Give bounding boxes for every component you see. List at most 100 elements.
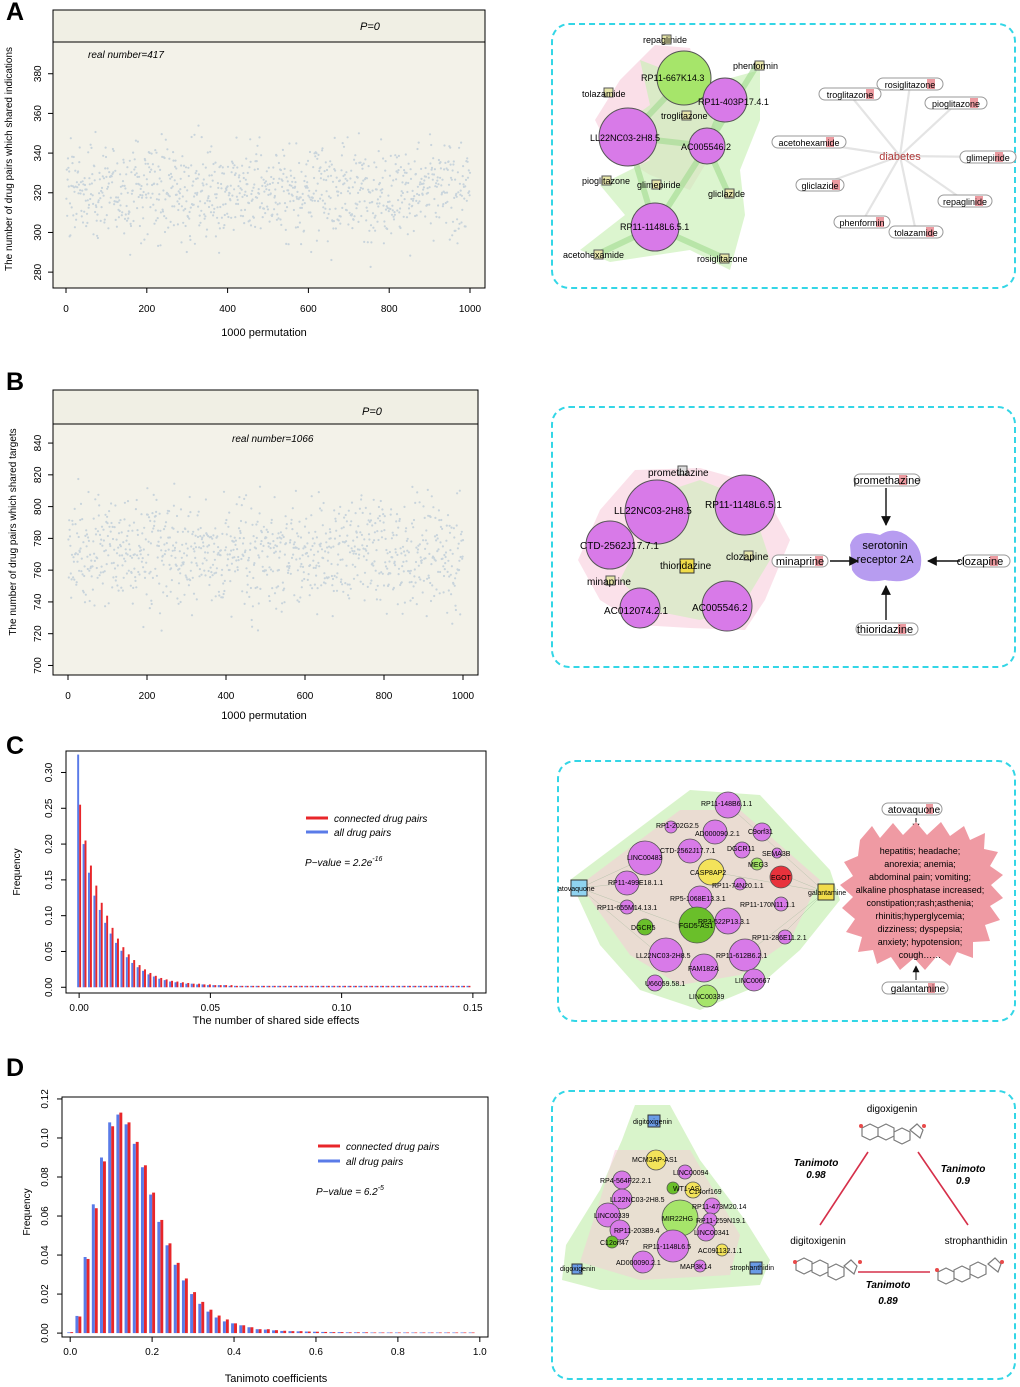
scatter-point bbox=[163, 543, 166, 546]
scatter-point bbox=[429, 162, 432, 165]
scatter-point bbox=[426, 488, 429, 491]
scatter-point bbox=[69, 137, 72, 140]
scatter-point bbox=[97, 493, 100, 496]
scatter-point bbox=[120, 586, 123, 589]
scatter-point bbox=[372, 178, 375, 182]
scatter-point bbox=[407, 181, 410, 185]
scatter-point bbox=[65, 168, 68, 171]
scatter-point bbox=[274, 544, 277, 547]
scatter-point bbox=[177, 208, 180, 212]
scatter-point bbox=[235, 559, 238, 562]
scatter-point bbox=[453, 584, 456, 587]
scatter-point bbox=[173, 482, 176, 485]
scatter-point bbox=[100, 538, 103, 541]
scatter-point bbox=[87, 206, 90, 209]
scatter-point bbox=[170, 554, 173, 557]
scatter-point bbox=[358, 507, 361, 510]
scatter-point bbox=[203, 213, 206, 216]
scatter-point bbox=[257, 188, 260, 191]
scatter-point bbox=[320, 584, 323, 587]
panel-letter-b: B bbox=[6, 368, 25, 396]
scatter-point bbox=[83, 574, 86, 578]
scatter-point bbox=[377, 517, 380, 520]
scatter-point bbox=[456, 171, 459, 174]
scatter-point bbox=[100, 565, 103, 568]
scatter-point bbox=[237, 176, 240, 179]
scatter-point bbox=[133, 168, 136, 171]
scatter-point bbox=[333, 537, 337, 540]
scatter-point bbox=[114, 504, 117, 507]
scatter-point bbox=[94, 527, 97, 530]
scatter-point bbox=[251, 198, 254, 201]
scatter-point bbox=[266, 555, 269, 558]
scatter-point bbox=[218, 594, 221, 597]
scatter-point bbox=[97, 199, 100, 202]
scatter-point bbox=[84, 199, 87, 202]
scatter-point bbox=[92, 233, 95, 236]
histogram-bar bbox=[387, 985, 390, 988]
chart-b-plot-area bbox=[52, 389, 479, 676]
scatter-point bbox=[204, 498, 207, 501]
scatter-point bbox=[221, 166, 224, 169]
scatter-point bbox=[216, 206, 219, 209]
scatter-point bbox=[121, 184, 124, 187]
scatter-point bbox=[252, 563, 256, 567]
scatter-point bbox=[403, 198, 406, 201]
scatter-point bbox=[283, 601, 286, 604]
x-tick-label: 1.0 bbox=[473, 1347, 487, 1358]
scatter-point bbox=[163, 553, 166, 556]
scatter-point bbox=[205, 533, 209, 536]
scatter-point bbox=[353, 158, 356, 161]
scatter-point bbox=[196, 514, 199, 517]
scatter-point bbox=[458, 559, 461, 562]
scatter-point bbox=[128, 159, 131, 162]
scatter-point bbox=[421, 534, 424, 537]
scatter-point bbox=[269, 547, 272, 550]
scatter-point bbox=[417, 564, 420, 567]
scatter-point bbox=[222, 490, 226, 493]
svg-text:rosiglitazone: rosiglitazone bbox=[697, 254, 748, 264]
histogram-bar bbox=[234, 1323, 237, 1334]
scatter-point bbox=[251, 189, 254, 192]
scatter-point bbox=[455, 192, 458, 195]
scatter-point bbox=[93, 165, 96, 168]
chart-a-points bbox=[65, 124, 472, 268]
network-a: repaglinide RP11-667K14.3 phenformin tol… bbox=[563, 34, 1017, 270]
scatter-point bbox=[436, 179, 439, 182]
scatter-point bbox=[77, 535, 80, 539]
histogram-bar bbox=[109, 933, 112, 988]
scatter-point bbox=[279, 218, 282, 221]
scatter-point bbox=[196, 177, 199, 180]
histogram-bar bbox=[347, 985, 350, 988]
scatter-point bbox=[132, 586, 135, 590]
scatter-point bbox=[263, 181, 266, 184]
svg-text:glimepiride: glimepiride bbox=[966, 153, 1010, 163]
network-a-node-ac005546 bbox=[688, 127, 726, 165]
scatter-point bbox=[94, 204, 97, 207]
histogram-bar bbox=[168, 1243, 172, 1334]
scatter-point bbox=[68, 170, 71, 173]
svg-text:pioglitazone: pioglitazone bbox=[582, 176, 630, 186]
histogram-bar bbox=[407, 985, 409, 988]
scatter-point bbox=[330, 163, 333, 166]
svg-text:pioglitazone: pioglitazone bbox=[932, 99, 980, 109]
scatter-point bbox=[263, 190, 266, 193]
scatter-point bbox=[366, 585, 369, 589]
scatter-point bbox=[420, 167, 423, 170]
scatter-point bbox=[182, 561, 185, 564]
scatter-point bbox=[176, 530, 179, 534]
scatter-point bbox=[131, 529, 134, 532]
scatter-point bbox=[349, 587, 352, 590]
scatter-point bbox=[174, 165, 177, 168]
histogram-bar bbox=[115, 942, 117, 988]
scatter-point bbox=[286, 180, 289, 183]
scatter-point bbox=[196, 564, 199, 567]
svg-text:phenformin: phenformin bbox=[839, 218, 884, 228]
scatter-point bbox=[143, 526, 146, 529]
scatter-point bbox=[385, 548, 388, 552]
scatter-point bbox=[320, 509, 323, 512]
scatter-point bbox=[180, 164, 183, 167]
scatter-point bbox=[383, 529, 386, 532]
scatter-point bbox=[70, 206, 73, 209]
scatter-point bbox=[348, 551, 352, 554]
